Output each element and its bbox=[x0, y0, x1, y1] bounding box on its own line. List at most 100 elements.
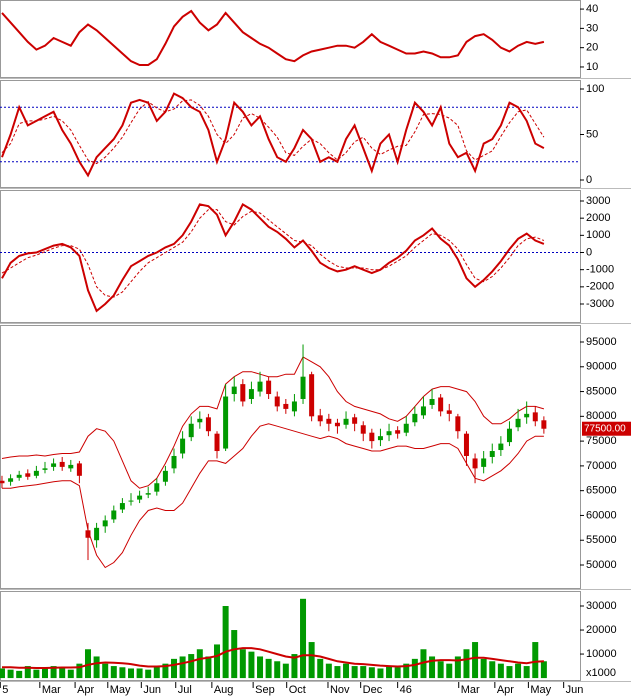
candle-body bbox=[51, 463, 57, 467]
candle-body bbox=[541, 420, 547, 429]
candle-body bbox=[257, 381, 263, 392]
y-tick-label: 3000 bbox=[586, 195, 610, 207]
x-tick-label: Jun bbox=[143, 684, 161, 696]
volume-bar bbox=[162, 663, 169, 679]
candle-body bbox=[137, 495, 143, 500]
candle-body bbox=[223, 396, 229, 449]
y-tick-label: 2000 bbox=[586, 212, 610, 224]
volume-bar bbox=[84, 649, 91, 679]
line bbox=[1, 9, 545, 66]
x-tick-label: Jul bbox=[178, 684, 192, 696]
candle-body bbox=[42, 468, 48, 470]
volume-bar bbox=[7, 669, 14, 679]
line bbox=[1, 209, 545, 298]
candle-body bbox=[515, 418, 521, 428]
volume-bar bbox=[411, 658, 418, 679]
x-tick-label: Aug bbox=[214, 684, 234, 696]
candle-body bbox=[111, 510, 117, 520]
volume-bar bbox=[472, 642, 479, 679]
line bbox=[1, 99, 545, 165]
volume-bar bbox=[429, 656, 436, 679]
volume-bar bbox=[93, 656, 100, 679]
volume-bar bbox=[222, 606, 229, 679]
volume-bar bbox=[497, 663, 504, 679]
y-tick-label: 70000 bbox=[586, 460, 617, 472]
y-tick-label: 20000 bbox=[586, 624, 617, 636]
volume-bar bbox=[102, 663, 109, 679]
candle-body bbox=[352, 417, 358, 424]
volume-bar bbox=[463, 649, 470, 679]
y-tick-label: 65000 bbox=[586, 485, 617, 497]
volume-bar bbox=[325, 663, 332, 679]
candle-body bbox=[377, 436, 383, 441]
y-tick-label: 20 bbox=[586, 42, 598, 54]
volume-bar bbox=[59, 667, 66, 679]
y-tick-label: 1000 bbox=[586, 229, 610, 241]
candle-body bbox=[102, 520, 108, 527]
volume-bar bbox=[41, 668, 48, 679]
volume-bar bbox=[24, 666, 31, 679]
volume-bar bbox=[351, 666, 358, 679]
candle-body bbox=[489, 451, 495, 457]
candle-body bbox=[412, 413, 418, 423]
candle-body bbox=[317, 415, 323, 422]
volume-bar bbox=[171, 658, 178, 679]
candle-body bbox=[524, 413, 530, 418]
volume-bar bbox=[248, 651, 255, 679]
volume-bar bbox=[317, 658, 324, 679]
y-tick-label: 55000 bbox=[586, 534, 617, 546]
x-tick-label: 5 bbox=[2, 684, 8, 696]
candle-body bbox=[429, 398, 435, 405]
candle-body bbox=[274, 396, 280, 407]
candle-body bbox=[231, 386, 237, 395]
volume-bar bbox=[300, 598, 307, 679]
volume-bar bbox=[136, 668, 143, 679]
volume-bar bbox=[257, 656, 264, 679]
candle-body bbox=[180, 438, 186, 454]
y-tick-label: -1000 bbox=[586, 264, 614, 276]
volume-bar bbox=[291, 654, 298, 679]
y-tick-label: 50000 bbox=[586, 559, 617, 571]
volume-bar bbox=[110, 666, 117, 679]
candle-body bbox=[309, 374, 315, 417]
candle-body bbox=[360, 425, 366, 434]
volume-bar bbox=[343, 663, 350, 679]
y-tick-label: 10000 bbox=[586, 648, 617, 660]
candle-body bbox=[403, 423, 409, 433]
x-tick-label: May bbox=[530, 684, 551, 696]
y-tick-label: 80000 bbox=[586, 410, 617, 422]
panel-frame bbox=[0, 591, 581, 681]
line bbox=[1, 92, 545, 178]
candle-body bbox=[171, 455, 177, 469]
y-tick-label: 90000 bbox=[586, 361, 617, 373]
volume-bar bbox=[0, 668, 5, 679]
last-price-box bbox=[582, 421, 631, 436]
candle-body bbox=[472, 458, 478, 469]
unit-label: x1000 bbox=[586, 667, 616, 679]
volume-bar bbox=[437, 661, 444, 679]
candle-body bbox=[248, 389, 254, 399]
volume-bar bbox=[76, 663, 83, 679]
x-tick-label: Apr bbox=[77, 684, 94, 696]
volume-bar bbox=[145, 669, 152, 679]
candle-body bbox=[145, 493, 151, 495]
x-tick-label: 46 bbox=[400, 684, 412, 696]
candle-body bbox=[326, 418, 332, 424]
candle-body bbox=[438, 397, 444, 412]
volume-bar bbox=[231, 630, 238, 679]
volume-bar bbox=[196, 649, 203, 679]
y-tick-label: -2000 bbox=[586, 281, 614, 293]
panel-frame bbox=[0, 80, 581, 188]
volume-bar bbox=[308, 642, 315, 679]
candle-body bbox=[291, 401, 297, 412]
candle-body bbox=[8, 478, 14, 482]
candle-body bbox=[33, 470, 39, 476]
candle-body bbox=[76, 463, 82, 476]
candle-body bbox=[85, 530, 91, 538]
line bbox=[1, 356, 545, 489]
volume-bar bbox=[205, 656, 212, 679]
candle-body bbox=[205, 417, 211, 432]
candle-body bbox=[386, 431, 392, 436]
volume-bar bbox=[540, 661, 547, 679]
volume-bar bbox=[506, 666, 513, 679]
